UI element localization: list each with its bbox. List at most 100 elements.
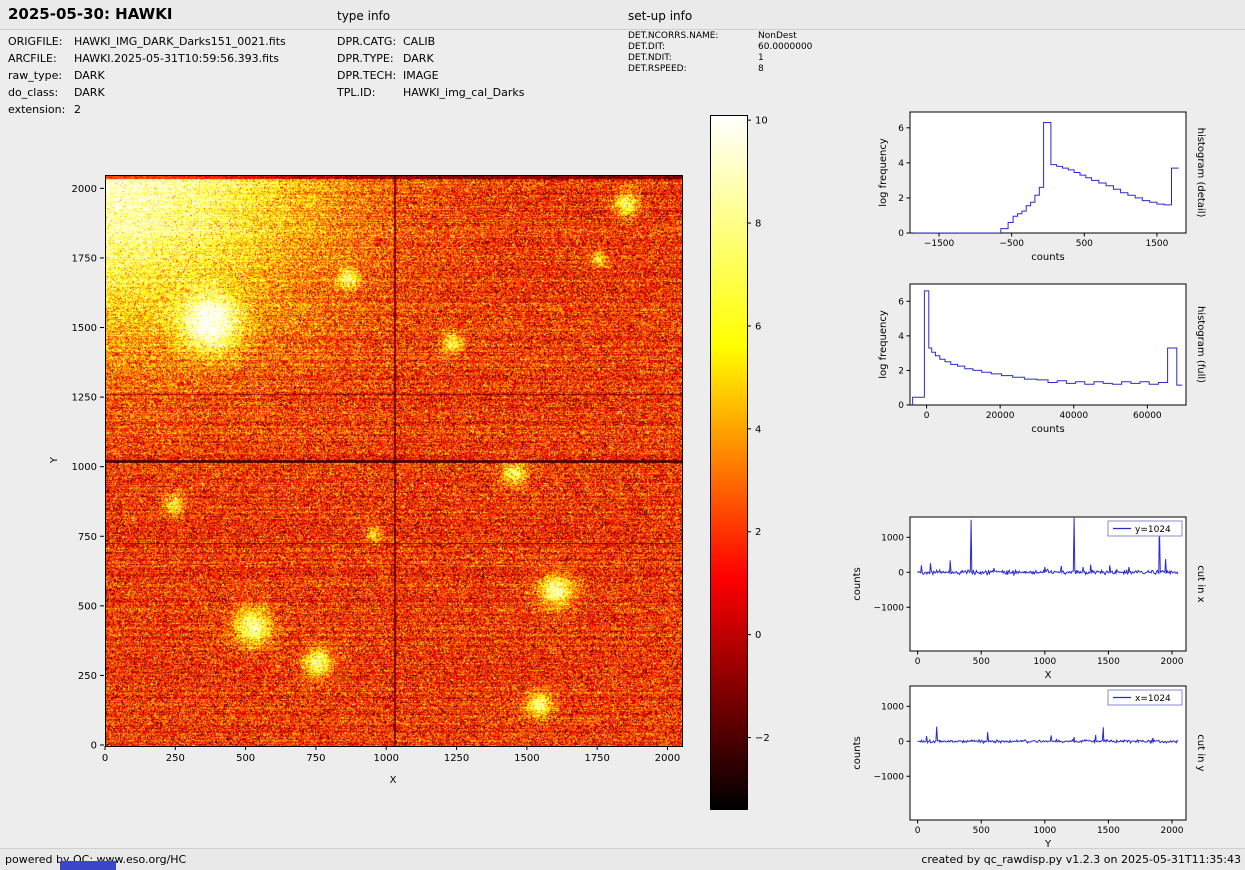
metadata-value: CALIB <box>403 35 436 48</box>
metadata-value: 60.0000000 <box>758 42 813 52</box>
colorbar-tick-label: 8 <box>755 219 761 230</box>
report-header: 2025-05-30: HAWKI type info set-up info <box>0 0 1245 30</box>
histogram_full-frame <box>909 283 1187 406</box>
metadata-value: DARK <box>403 52 434 65</box>
metadata-value: HAWKI_IMG_DARK_Darks151_0021.fits <box>74 35 286 48</box>
cut_x-frame <box>909 516 1187 652</box>
metadata-value: 2 <box>74 103 81 116</box>
metadata-row: DET.NDIT: 1 <box>628 53 812 64</box>
metadata-key: DET.DIT: <box>628 42 666 52</box>
cut_y-ylabel: counts <box>852 736 863 769</box>
histogram_detail-series-line <box>913 122 1179 233</box>
y-tick-label: 0 <box>898 737 904 747</box>
y-tick-label: 1000 <box>72 462 97 473</box>
y-tick-label: 1750 <box>72 253 97 264</box>
footer-accent-bar <box>60 861 116 870</box>
x-tick-label: 500 <box>973 657 990 667</box>
report-footer: powered by QC: www.eso.org/HC created by… <box>0 848 1245 870</box>
metadata-key: do_class: <box>8 86 59 99</box>
cut_x-ylabel: counts <box>852 567 863 600</box>
colorbar-tick-label: 0 <box>755 630 761 641</box>
type-info-heading: type info <box>337 9 391 23</box>
y-tick-label: 0 <box>91 741 97 752</box>
metadata-row: TPL.ID: HAWKI_img_cal_Darks <box>337 84 524 101</box>
metadata-row: DET.NCORRS.NAME: NonDest <box>628 31 812 42</box>
file-metadata: ORIGFILE: HAWKI_IMG_DARK_Darks151_0021.fi… <box>8 33 286 118</box>
cut_x-legend-box <box>1107 520 1183 537</box>
x-tick-label: −1500 <box>924 239 955 249</box>
x-tick-label: −500 <box>999 239 1024 249</box>
metadata-value: DARK <box>74 86 105 99</box>
detector-metadata: DET.NCORRS.NAME: NonDest DET.DIT: 60.000000… <box>628 31 812 75</box>
y-tick-label: 500 <box>78 601 97 612</box>
cut_y-legend-box <box>1107 689 1183 706</box>
cut_x-legend-label: y=1024 <box>1135 525 1171 535</box>
cut_y-legend-label: x=1024 <box>1135 694 1171 704</box>
y-tick-label: 250 <box>78 671 97 682</box>
metadata-row: do_class: DARK <box>8 84 286 101</box>
y-tick-label: 6 <box>898 297 904 307</box>
cut_x-series-line <box>917 517 1179 577</box>
y-tick-label: 1000 <box>881 533 904 543</box>
x-tick-label: 1000 <box>1033 657 1056 667</box>
metadata-value: HAWKI_img_cal_Darks <box>403 86 525 99</box>
histogram_full-ylabel: log frequency <box>878 310 889 379</box>
metadata-key: DET.NDIT: <box>628 53 672 63</box>
y-tick-label: 1000 <box>881 702 904 712</box>
metadata-value: 1 <box>758 53 764 63</box>
colorbar-tick-label: 2 <box>755 527 761 538</box>
y-tick-label: 1500 <box>72 323 97 334</box>
x-tick-label: 500 <box>1076 239 1093 249</box>
x-tick-label: 250 <box>166 753 185 764</box>
y-tick-label: 1250 <box>72 393 97 404</box>
x-axis-label: X <box>390 775 397 786</box>
y-tick-label: 2000 <box>72 184 97 195</box>
y-tick-label: −1000 <box>874 772 905 782</box>
x-tick-label: 60000 <box>1133 411 1162 421</box>
report-title: 2025-05-30: HAWKI <box>8 5 173 23</box>
x-tick-label: 2000 <box>1161 826 1184 836</box>
metadata-key: TPL.ID: <box>337 86 376 99</box>
x-tick-label: 1500 <box>1097 826 1120 836</box>
x-tick-label: 0 <box>915 657 921 667</box>
x-tick-label: 1500 <box>1145 239 1168 249</box>
colorbar-tick-label: −2 <box>755 733 770 744</box>
colorbar-canvas <box>710 115 748 810</box>
y-tick-label: 0 <box>898 229 904 239</box>
x-tick-label: 40000 <box>1059 411 1088 421</box>
metadata-key: raw_type: <box>8 69 63 82</box>
histogram_detail-xlabel: counts <box>1031 252 1064 263</box>
histogram_detail-ylabel: log frequency <box>878 138 889 207</box>
cut_y-frame <box>909 685 1187 821</box>
metadata-key: extension: <box>8 103 66 116</box>
y-tick-label: −1000 <box>874 603 905 613</box>
metadata-row: DET.RSPEED: 8 <box>628 64 812 75</box>
x-tick-label: 2000 <box>655 753 680 764</box>
y-tick-label: 4 <box>898 332 904 342</box>
metadata-key: ORIGFILE: <box>8 35 63 48</box>
metadata-key: DET.NCORRS.NAME: <box>628 31 719 41</box>
histogram_full-right-label: histogram (full) <box>1195 306 1206 383</box>
metadata-row: DET.DIT: 60.0000000 <box>628 42 812 53</box>
x-tick-label: 1000 <box>1033 826 1056 836</box>
y-tick-label: 750 <box>78 532 97 543</box>
cut_y-right-label: cut in y <box>1195 734 1206 771</box>
y-tick-label: 6 <box>898 124 904 134</box>
colorbar-tick-label: 10 <box>755 116 768 127</box>
dpr-metadata: DPR.CATG: CALIB DPR.TYPE: DARK DPR.TECH: IMAG… <box>337 33 524 101</box>
histogram_detail-right-label: histogram (detail) <box>1195 128 1206 218</box>
y-tick-label: 0 <box>898 568 904 578</box>
x-tick-label: 20000 <box>986 411 1015 421</box>
x-tick-label: 0 <box>102 753 108 764</box>
y-axis-label: Y <box>49 456 60 464</box>
metadata-row: extension: 2 <box>8 101 286 118</box>
x-tick-label: 1750 <box>584 753 609 764</box>
histogram_detail-frame <box>909 111 1187 234</box>
cut_y-series-line <box>917 726 1179 745</box>
footer-right-text: created by qc_rawdisp.py v1.2.3 on 2025-… <box>921 853 1241 866</box>
histogram_full-series-line <box>912 290 1183 405</box>
metadata-key: DET.RSPEED: <box>628 64 687 74</box>
metadata-value: 8 <box>758 64 764 74</box>
x-tick-label: 1000 <box>374 753 399 764</box>
